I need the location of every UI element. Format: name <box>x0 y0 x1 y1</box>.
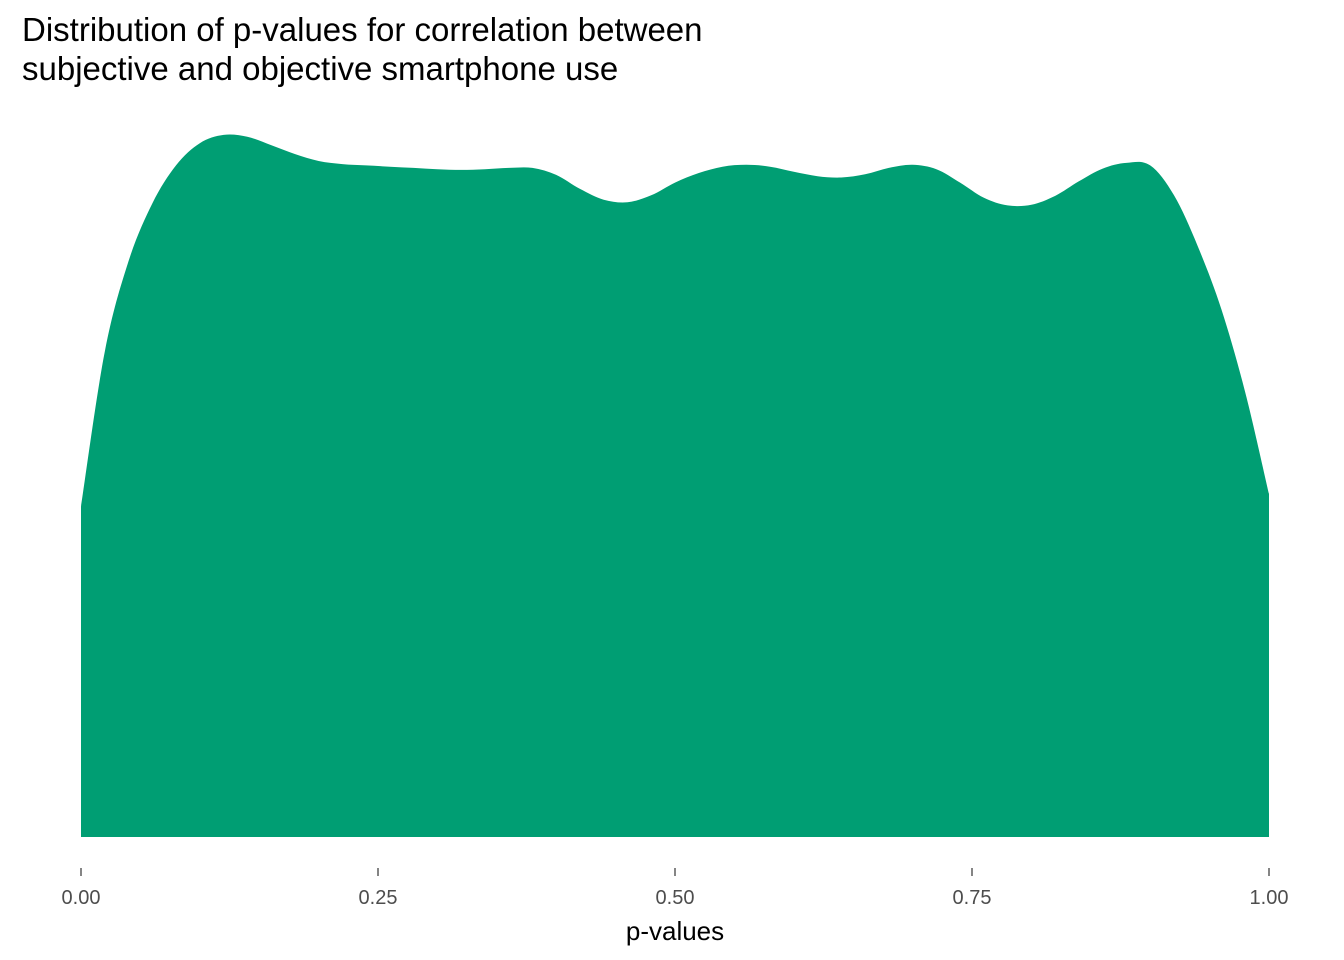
chart-title: Distribution of p-values for correlation… <box>22 10 703 88</box>
x-tick-label: 0.00 <box>62 887 101 909</box>
plot-area <box>81 134 1269 837</box>
x-tick-label: 0.75 <box>953 887 992 909</box>
chart-title-line-2: subjective and objective smartphone use <box>22 50 619 87</box>
x-tick-label: 1.00 <box>1250 887 1289 909</box>
x-tick-label: 0.25 <box>359 887 398 909</box>
x-axis-title: p-values <box>626 916 724 946</box>
chart-title-line-1: Distribution of p-values for correlation… <box>22 11 703 48</box>
x-tick-label: 0.50 <box>656 887 695 909</box>
density-area-series-0 <box>81 134 1269 837</box>
x-axis: 0.00 0.25 0.50 0.75 1.00 <box>62 868 1289 909</box>
